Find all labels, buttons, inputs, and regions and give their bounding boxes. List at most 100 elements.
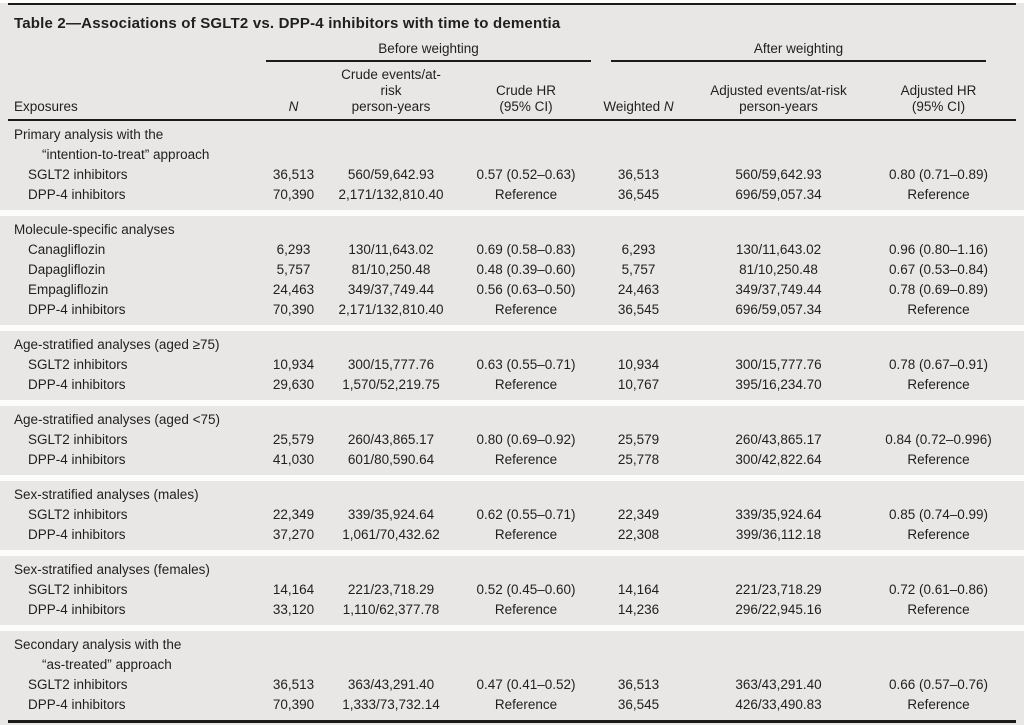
cell-adjusted-hr: 0.78 (0.69–0.89): [888, 282, 989, 297]
section-divider: [0, 475, 1024, 481]
cell-crude-hr: 0.56 (0.63–0.50): [476, 282, 576, 297]
cell-crude-events: 2,171/132,810.40: [338, 187, 444, 202]
column-header-line: Weighted N: [603, 99, 674, 114]
cell-crude-hr: Reference: [494, 697, 558, 712]
cell-exposure: DPP-4 inhibitors: [28, 527, 126, 542]
column-header-line: Adjusted HR: [900, 83, 977, 98]
section-divider: [0, 210, 1024, 216]
cell-n: 37,270: [272, 527, 315, 542]
cell-adjusted-hr: 0.67 (0.53–0.84): [888, 262, 989, 277]
cell-weighted-n: 24,463: [617, 282, 660, 297]
cell-n: 14,164: [272, 582, 315, 597]
cell-crude-events: 221/23,718.29: [347, 582, 435, 597]
cell-crude-events: 1,570/52,219.75: [342, 377, 440, 392]
cell-n: 41,030: [272, 452, 315, 467]
cell-crude-events: 601/80,590.64: [347, 452, 435, 467]
cell-weighted-n: 22,349: [617, 507, 660, 522]
cell-adjusted-hr: Reference: [907, 602, 970, 617]
cell-exposure: DPP-4 inhibitors: [28, 697, 126, 712]
section-label: “intention-to-treat” approach: [42, 147, 210, 162]
cell-weighted-n: 14,236: [617, 602, 660, 617]
cell-weighted-n: 36,513: [617, 167, 660, 182]
cell-adjusted-hr: 0.78 (0.67–0.91): [888, 357, 989, 372]
cell-adjusted-events: 81/10,250.48: [739, 262, 818, 277]
cell-adjusted-hr: 0.84 (0.72–0.996): [885, 432, 992, 447]
cell-exposure: DPP-4 inhibitors: [28, 452, 126, 467]
cell-weighted-n: 36,545: [617, 302, 660, 317]
cell-n: 25,579: [272, 432, 315, 447]
section-label: Age-stratified analyses (aged ≥75): [14, 337, 220, 352]
column-header-adjusted-events: Adjusted events/at-risk person-years: [676, 83, 881, 115]
cell-crude-hr: 0.52 (0.45–0.60): [476, 582, 576, 597]
table-row: DPP-4 inhibitors 41,030 601/80,590.64 Refer…: [0, 450, 1024, 470]
column-header-row: Exposures N Crude events/at-risk person-yea…: [0, 62, 1024, 119]
cell-n: 36,513: [272, 167, 315, 182]
column-header-crude-hr: Crude HR (95% CI): [451, 83, 601, 115]
cell-adjusted-events: 363/43,291.40: [735, 677, 822, 692]
column-header-line: N: [288, 99, 299, 114]
table-row: Dapagliflozin 5,757 81/10,250.48 0.48 (0.39…: [0, 260, 1024, 280]
table-row: DPP-4 inhibitors 33,120 1,110/62,377.78 Ref…: [0, 600, 1024, 620]
cell-exposure: SGLT2 inhibitors: [28, 432, 128, 447]
column-header-line: Adjusted events/at-risk: [710, 83, 847, 98]
column-header-exposure: Exposures: [0, 99, 256, 115]
cell-n: 70,390: [272, 302, 315, 317]
header-rule: [8, 119, 1016, 121]
cell-n: 10,934: [272, 357, 315, 372]
group-header-row: Before weighting After weighting: [0, 40, 1024, 62]
cell-n: 33,120: [272, 602, 315, 617]
cell-exposure: DPP-4 inhibitors: [28, 377, 126, 392]
cell-exposure: DPP-4 inhibitors: [28, 302, 126, 317]
cell-exposure: SGLT2 inhibitors: [28, 507, 128, 522]
cell-crude-events: 1,110/62,377.78: [342, 602, 440, 617]
cell-adjusted-hr: 0.85 (0.74–0.99): [888, 507, 989, 522]
cell-weighted-n: 25,778: [617, 452, 660, 467]
column-header-line: (95% CI): [499, 99, 553, 114]
section-label: Sex-stratified analyses (females): [14, 562, 210, 577]
cell-adjusted-hr: Reference: [907, 527, 970, 542]
cell-weighted-n: 14,164: [617, 582, 660, 597]
table-title: Table 2—Associations of SGLT2 vs. DPP-4 …: [14, 15, 561, 32]
cell-crude-hr: Reference: [494, 302, 558, 317]
table-row: SGLT2 inhibitors 10,934 300/15,777.76 0.63 …: [0, 355, 1024, 375]
cell-crude-hr: 0.57 (0.52–0.63): [476, 167, 576, 182]
section-divider: [0, 325, 1024, 331]
table-section: Sex-stratified analyses (females) SGLT2 i…: [0, 556, 1024, 625]
section-label: Molecule-specific analyses: [14, 222, 175, 237]
cell-exposure: DPP-4 inhibitors: [28, 602, 126, 617]
cell-crude-events: 81/10,250.48: [351, 262, 431, 277]
cell-n: 5,757: [276, 262, 311, 277]
before-weighting-group-header: Before weighting: [266, 40, 591, 62]
cell-crude-events: 363/43,291.40: [347, 677, 435, 692]
section-label: Sex-stratified analyses (males): [14, 487, 199, 502]
cell-crude-hr: 0.80 (0.69–0.92): [476, 432, 576, 447]
table-body: Primary analysis with the “intention-to-t…: [0, 121, 1024, 720]
cell-crude-hr: Reference: [494, 377, 558, 392]
cell-weighted-n: 6,293: [621, 242, 656, 257]
cell-exposure: DPP-4 inhibitors: [28, 187, 126, 202]
column-header-line: person-years: [739, 99, 818, 114]
cell-crude-hr: 0.69 (0.58–0.83): [476, 242, 576, 257]
section-label: Primary analysis with the: [14, 127, 164, 142]
cell-crude-hr: Reference: [494, 187, 558, 202]
cell-adjusted-hr: 0.66 (0.57–0.76): [888, 677, 989, 692]
cell-weighted-n: 5,757: [621, 262, 656, 277]
table-row: SGLT2 inhibitors 36,513 363/43,291.40 0.47 …: [0, 675, 1024, 695]
cell-weighted-n: 25,579: [617, 432, 660, 447]
section-divider: [0, 400, 1024, 406]
cell-crude-events: 130/11,643.02: [348, 242, 434, 257]
cell-exposure: Empagliflozin: [28, 282, 109, 297]
cell-adjusted-hr: 0.72 (0.61–0.86): [888, 582, 989, 597]
cell-adjusted-events: 395/16,234.70: [735, 377, 822, 392]
top-margin: [0, 0, 1024, 3]
cell-crude-hr: 0.63 (0.55–0.71): [476, 357, 576, 372]
column-header-line: person-years: [351, 99, 431, 114]
table-section: Age-stratified analyses (aged ≥75) SGLT2 …: [0, 331, 1024, 400]
cell-weighted-n: 10,767: [617, 377, 660, 392]
cell-adjusted-events: 349/37,749.44: [735, 282, 822, 297]
top-rule: [8, 3, 1016, 5]
table-row: SGLT2 inhibitors 36,513 560/59,642.93 0.57 …: [0, 165, 1024, 185]
section-label: Secondary analysis with the: [14, 637, 182, 652]
cell-adjusted-hr: 0.80 (0.71–0.89): [888, 167, 989, 182]
